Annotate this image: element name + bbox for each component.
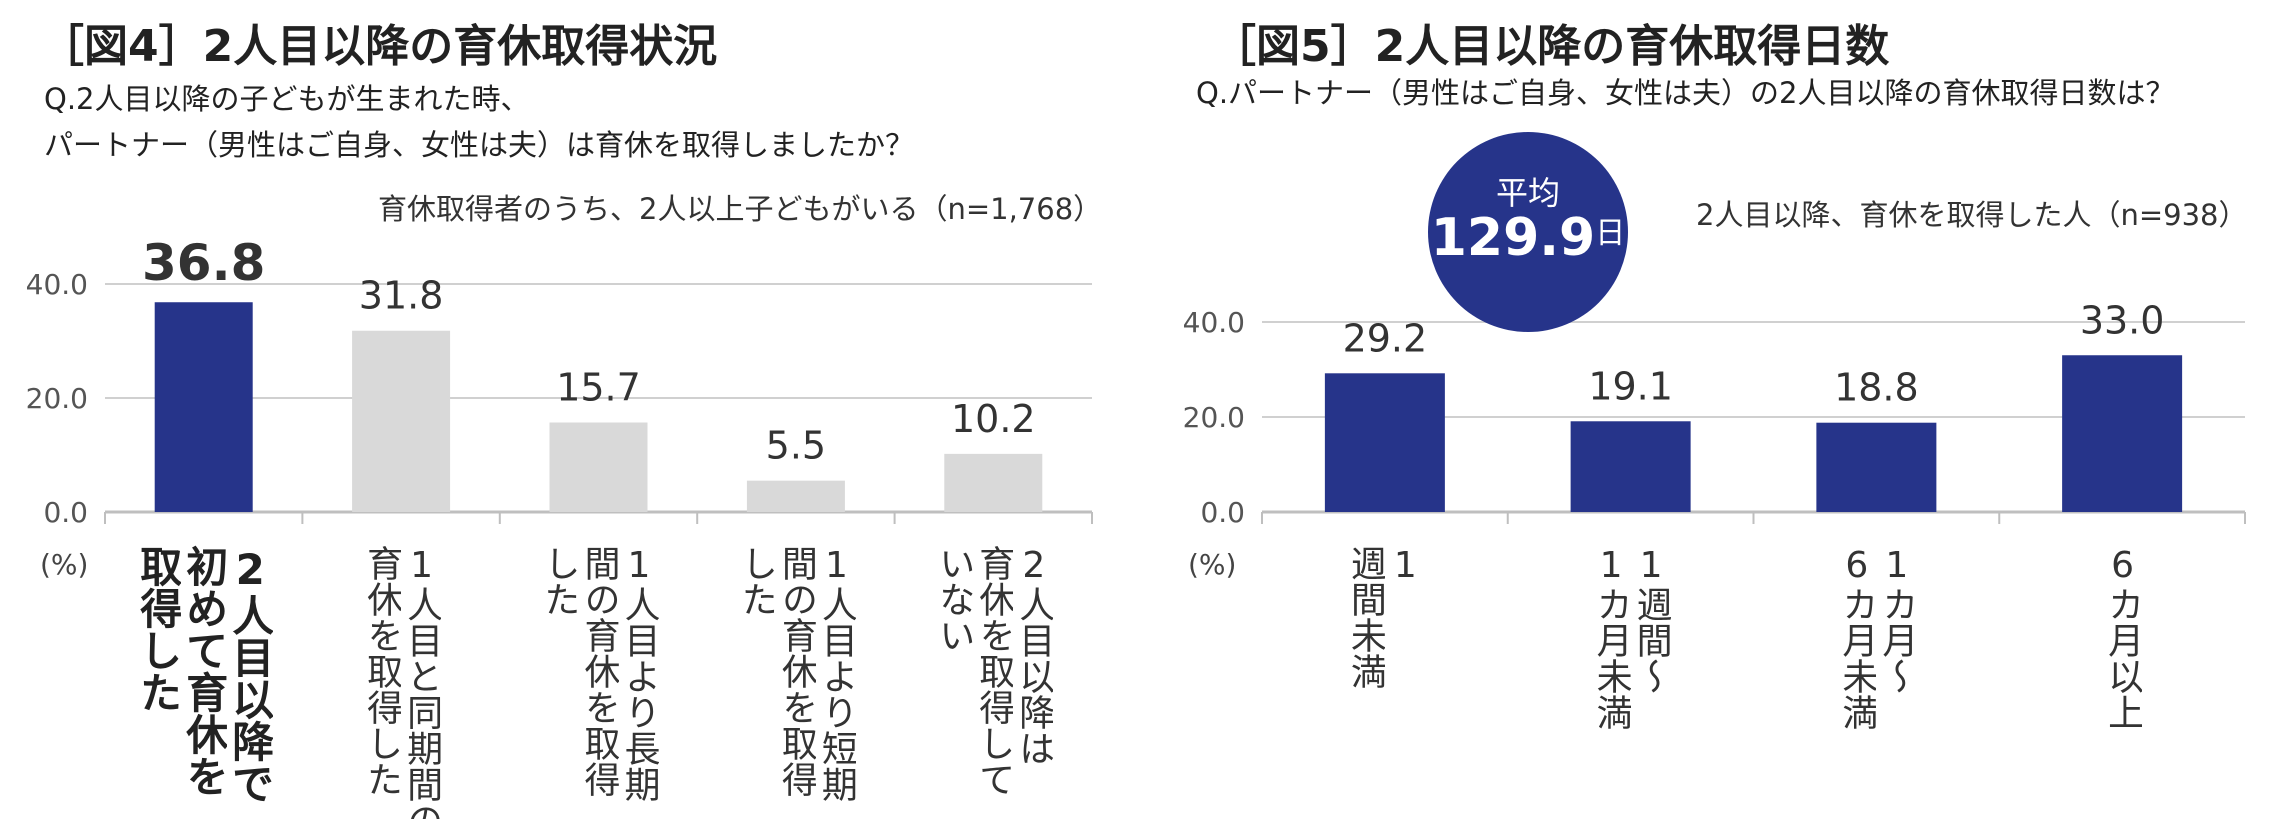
chart5-bar <box>1570 421 1691 512</box>
chart5-tick-label: 20.0 <box>1183 401 1245 434</box>
chart4-category-label: した <box>735 545 776 617</box>
chart4-category-label: した <box>538 545 579 617</box>
fig5-sample-size: 2人目以降、育休を取得した人（n=938） <box>1696 198 2248 232</box>
fig4-sample-size: 育休取得者のうち、2人以上子どもがいる（n=1,768） <box>378 192 1103 226</box>
chart4-bar <box>944 453 1043 512</box>
chart4-bar <box>746 480 845 512</box>
chart5-category-label: 1週間〜 <box>1630 545 1671 694</box>
chart4-data-label: 31.8 <box>359 274 444 318</box>
chart5-category-label: 1カ月〜 <box>1876 545 1917 694</box>
chart4-data-label: 15.7 <box>556 366 641 410</box>
chart4-tick-label: 0.0 <box>43 496 88 529</box>
chart5-category-label: 週間未満 <box>1344 545 1385 689</box>
average-value: 129.9 <box>1430 208 1596 268</box>
average-unit: 日 <box>1595 216 1626 251</box>
average-days-badge: 平均 129.9日 <box>1428 132 1628 332</box>
chart5-bar <box>2062 355 2183 512</box>
chart5-bar <box>1816 422 1937 512</box>
chart5-data-label: 29.2 <box>1343 316 1428 360</box>
chart4-data-label: 36.8 <box>142 234 265 292</box>
chart5-data-label: 19.1 <box>1588 364 1673 408</box>
chart4-data-label: 5.5 <box>766 424 826 468</box>
chart5-category-label: 1 <box>1384 545 1425 586</box>
chart4-category-label: 取得した <box>134 545 181 713</box>
chart4-category-label: 間の育休を取得 <box>578 545 619 797</box>
chart5-data-label: 18.8 <box>1834 366 1919 410</box>
chart5-category-label: 6カ月以上 <box>2102 545 2143 730</box>
chart4-category-label: 2人目以降は <box>1013 545 1054 766</box>
chart4-category-label: 1人目より長期 <box>618 545 659 802</box>
chart4-bar <box>352 330 451 512</box>
chart4-category-label: 間の育休を取得 <box>775 545 816 797</box>
chart4-bar <box>549 422 648 512</box>
average-value-line: 129.9日 <box>1428 208 1628 268</box>
chart4-category-label: 育休を取得した <box>361 545 402 797</box>
fig4-title: ［図4］2人目以降の育休取得状況 <box>40 21 718 72</box>
fig5-title: ［図5］2人目以降の育休取得日数 <box>1212 21 1890 72</box>
chart4-tick-label: 20.0 <box>26 382 88 415</box>
chart4-category-label: 1人目と同期間の <box>401 545 442 819</box>
chart5-bar <box>1324 373 1445 512</box>
chart5-data-label: 33.0 <box>2080 298 2165 342</box>
chart4-category-label: 1人目より短期 <box>815 545 856 802</box>
chart5-category-label: 1カ月未満 <box>1590 545 1631 730</box>
chart5-tick-label: 40.0 <box>1183 306 1245 339</box>
fig5-question: Q.パートナー（男性はご自身、女性は夫）の2人目以降の育休取得日数は？ <box>1196 76 2175 110</box>
chart4-data-label: 10.2 <box>951 397 1036 441</box>
fig4-unit-label: (%) <box>40 548 89 581</box>
chart4-category-label: 育休を取得して <box>973 545 1014 797</box>
fig4-question-line2: パートナー（男性はご自身、女性は夫）は育休を取得しましたか？ <box>44 128 915 162</box>
chart4-bar <box>154 302 253 512</box>
fig4-question-line1: Q.2人目以降の子どもが生まれた時、 <box>44 82 530 116</box>
chart4-category-label: 2人目以降で <box>226 545 273 804</box>
fig5-unit-label: (%) <box>1188 548 1237 581</box>
average-label: 平均 <box>1495 174 1560 212</box>
chart4-category-label: いない <box>933 545 974 653</box>
chart4-category-label: 初めて育休を <box>180 545 227 797</box>
chart5-category-label: 6カ月未満 <box>1836 545 1877 730</box>
chart4-tick-label: 40.0 <box>26 268 88 301</box>
chart5-tick-label: 0.0 <box>1200 496 1245 529</box>
